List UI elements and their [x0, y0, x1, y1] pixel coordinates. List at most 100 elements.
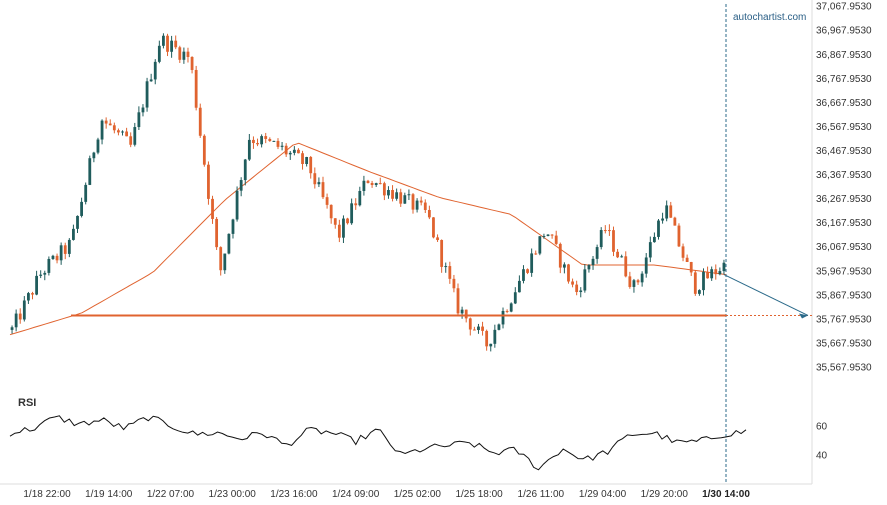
candle-body — [272, 140, 276, 142]
candle-body — [247, 139, 251, 160]
candle-body — [63, 245, 67, 254]
candle-body — [509, 303, 513, 312]
x-tick-label: 1/29 20:00 — [641, 489, 689, 500]
y-tick-label: 36,767.9530 — [816, 74, 872, 85]
candle-body — [501, 310, 505, 325]
candle-body — [141, 107, 145, 113]
y-tick-label: 36,367.9530 — [816, 170, 872, 181]
candle-body — [51, 255, 55, 259]
candle-body — [460, 309, 464, 314]
candle-body — [505, 310, 509, 312]
candle-body — [239, 180, 243, 191]
candle-body — [391, 190, 394, 199]
candle-body — [493, 329, 497, 344]
candle-body — [562, 264, 566, 268]
candle-body — [710, 269, 714, 279]
candle-body — [10, 327, 14, 330]
x-tick-label: 1/29 04:00 — [579, 489, 627, 500]
candle-body — [722, 262, 726, 272]
candle-body — [55, 255, 59, 261]
x-tick-label: 1/23 00:00 — [209, 489, 257, 500]
candle-body — [149, 79, 153, 82]
candle-body — [468, 318, 472, 330]
y-tick-label: 35,767.9530 — [816, 314, 872, 325]
candle-body — [497, 324, 501, 330]
candle-body — [35, 275, 38, 295]
candle-body — [31, 293, 34, 295]
y-tick-label: 36,067.9530 — [816, 242, 872, 253]
candle-body — [448, 266, 452, 279]
candle-body — [129, 136, 133, 145]
candle-body — [264, 136, 268, 139]
candle-body — [317, 182, 321, 185]
candle-body — [550, 234, 554, 236]
y-tick-label: 36,267.9530 — [816, 194, 872, 205]
candle-body — [108, 123, 112, 126]
candle-body — [182, 51, 186, 60]
candle-body — [235, 190, 239, 220]
brand-label[interactable]: autochartist.com — [733, 12, 806, 23]
candle-body — [162, 35, 165, 46]
candle-body — [186, 51, 190, 57]
candle-body — [342, 218, 345, 238]
candle-body — [88, 158, 92, 185]
candle-body — [456, 288, 460, 314]
candle-body — [481, 326, 484, 331]
candle-body — [411, 194, 415, 210]
candle-body — [624, 256, 628, 277]
candle-body — [587, 265, 591, 270]
candle-body — [399, 192, 403, 204]
y-tick-label: 35,567.9530 — [816, 362, 872, 373]
support-level-layer — [71, 274, 812, 319]
candle-body — [100, 120, 104, 140]
candle-body — [337, 224, 341, 238]
candle-body — [153, 61, 157, 80]
candle-body — [714, 269, 718, 275]
candle-body — [599, 230, 603, 248]
candle-body — [628, 276, 632, 287]
candle-body — [517, 280, 521, 293]
candle-body — [452, 278, 456, 289]
y-tick-label: 37,067.9530 — [816, 2, 872, 13]
forecast-arrow-head — [799, 313, 808, 319]
candle-body — [489, 343, 493, 347]
candle-body — [27, 293, 30, 301]
candle-body — [354, 203, 358, 206]
candle-body — [137, 112, 141, 128]
candle-body — [603, 230, 607, 232]
candle-body — [288, 152, 292, 155]
y-tick-label: 36,967.9530 — [816, 26, 872, 37]
candle-body — [47, 258, 51, 273]
chart-frame — [0, 0, 813, 485]
y-tick-label: 35,967.9530 — [816, 266, 872, 277]
candle-body — [166, 35, 169, 52]
candle-body — [256, 143, 259, 145]
candle-body — [194, 69, 198, 108]
y-tick-label: 36,567.9530 — [816, 122, 872, 133]
rsi-line — [9, 415, 747, 471]
candle-body — [121, 131, 124, 133]
x-tick-label: 1/30 14:00 — [702, 489, 750, 500]
candle-body — [243, 159, 247, 181]
candle-body — [579, 290, 583, 293]
candle-body — [374, 183, 378, 185]
candle-body — [583, 269, 587, 291]
candle-body — [382, 183, 386, 196]
candle-body — [211, 198, 214, 219]
candle-body — [104, 120, 108, 124]
candle-body — [231, 219, 235, 234]
candle-body — [653, 236, 656, 243]
candle-body — [407, 194, 411, 196]
candle-body — [145, 81, 149, 108]
moving-average-line — [9, 142, 727, 336]
candle-body — [542, 236, 546, 238]
candle-body — [325, 197, 329, 205]
candle-body — [117, 130, 120, 133]
candle-body — [530, 253, 534, 273]
candle-body — [522, 269, 525, 281]
candle-body — [693, 272, 697, 294]
candle-body — [669, 205, 673, 218]
x-tick-label: 1/18 22:00 — [23, 489, 71, 500]
candle-body — [444, 266, 448, 268]
candle-body — [22, 300, 26, 320]
